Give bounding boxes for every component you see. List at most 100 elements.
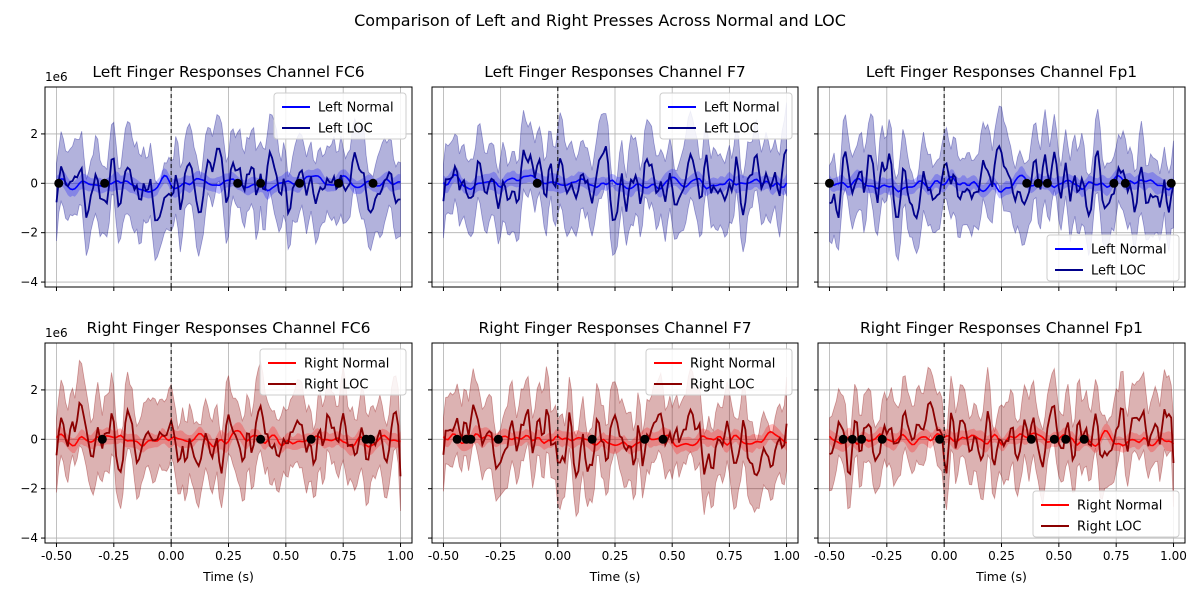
x-tick-label: 0.00 xyxy=(158,549,185,563)
series-line-normal xyxy=(55,174,401,193)
x-tick-label: 0.25 xyxy=(215,549,242,563)
x-tick-label: 0.50 xyxy=(1045,549,1072,563)
series-line-normal xyxy=(828,429,1175,448)
y-offset-label: 1e6 xyxy=(45,326,68,340)
figure-suptitle: Comparison of Left and Right Presses Acr… xyxy=(354,11,846,30)
event-marker xyxy=(587,434,597,444)
event-marker xyxy=(658,434,668,444)
x-tick-label: 1.00 xyxy=(387,549,414,563)
series-line-loc xyxy=(55,147,401,222)
event-marker xyxy=(935,434,945,444)
plot-area xyxy=(54,113,401,262)
subplot-4: -0.50 -0.25 0.00 0.25 0.50 0.75 1.00 −4 −2 0 2 1e6 R… xyxy=(20,319,414,584)
subplot-title: Left Finger Responses Channel F7 xyxy=(484,63,745,81)
grid-lines xyxy=(818,87,1185,287)
legend-label: Right Normal xyxy=(1077,499,1162,514)
subplot-1: −4 −2 0 2 1e6 Left Finger Responses Channel F… xyxy=(20,63,413,291)
event-marker xyxy=(1166,178,1176,188)
normal-confidence-band xyxy=(829,166,1174,199)
event-marker xyxy=(334,178,344,188)
event-marker xyxy=(368,178,378,188)
event-marker xyxy=(366,434,376,444)
loc-confidence-band xyxy=(443,366,787,518)
legend: Left Normal Left LOC xyxy=(1046,234,1180,282)
x-tick-label: 0.75 xyxy=(716,549,743,563)
legend-box xyxy=(259,348,407,396)
subplot-3: Left Finger Responses Channel Fp1 Left No… xyxy=(814,63,1186,291)
legend-label: Left LOC xyxy=(1091,264,1146,279)
legend-label: Left LOC xyxy=(318,122,373,137)
legend-label: Right LOC xyxy=(1077,520,1141,535)
event-marker xyxy=(877,434,887,444)
event-marker xyxy=(1120,178,1130,188)
plot-area xyxy=(828,366,1175,510)
x-axis-label: Time (s) xyxy=(589,569,641,584)
x-axis-label: Time (s) xyxy=(202,569,254,584)
x-tick-label: -0.50 xyxy=(41,549,72,563)
y-tick-label: 0 xyxy=(30,432,38,446)
subplot-title: Right Finger Responses Channel FC6 xyxy=(87,319,371,337)
x-tick-label: -0.50 xyxy=(428,549,459,563)
x-tick-label: -0.25 xyxy=(485,549,516,563)
normal-confidence-band xyxy=(829,423,1174,454)
legend-label: Right Normal xyxy=(304,357,389,372)
event-marker xyxy=(306,434,316,444)
event-marker xyxy=(838,434,848,444)
series-line-loc xyxy=(829,400,1175,476)
subplot-2: Left Finger Responses Channel F7 Left Nor… xyxy=(428,63,799,291)
event-marker xyxy=(1079,434,1089,444)
event-marker xyxy=(847,434,857,444)
event-marker xyxy=(1033,178,1043,188)
legend: Right Normal Right LOC xyxy=(1032,490,1180,538)
subplot-grid: −4 −2 0 2 1e6 Left Finger Responses Channel F… xyxy=(20,63,1187,584)
event-marker xyxy=(256,178,266,188)
plot-area xyxy=(442,366,788,518)
x-tick-label: 0.25 xyxy=(602,549,629,563)
x-tick-label: -0.50 xyxy=(814,549,845,563)
event-marker xyxy=(640,434,650,444)
x-tick-label: 0.50 xyxy=(659,549,686,563)
event-marker xyxy=(1049,434,1059,444)
legend-box xyxy=(1032,490,1180,538)
event-marker xyxy=(233,178,243,188)
x-tick-label: 0.50 xyxy=(272,549,299,563)
legend-label: Left Normal xyxy=(704,101,780,116)
series-line-loc xyxy=(55,400,402,477)
y-tick-label: −2 xyxy=(20,226,38,240)
plot-area xyxy=(442,102,788,257)
legend-label: Left Normal xyxy=(318,101,394,116)
legend: Left Normal Left LOC xyxy=(273,92,407,140)
event-marker xyxy=(256,434,266,444)
event-marker xyxy=(100,178,110,188)
x-axis-label: Time (s) xyxy=(975,569,1027,584)
loc-confidence-band xyxy=(829,105,1174,262)
loc-confidence-band xyxy=(56,359,401,512)
series-line-loc xyxy=(442,145,788,222)
legend-label: Left LOC xyxy=(704,122,759,137)
y-offset-label: 1e6 xyxy=(45,70,68,84)
legend-box xyxy=(645,348,793,396)
x-tick-label: -0.25 xyxy=(98,549,129,563)
legend: Right Normal Right LOC xyxy=(645,348,793,396)
legend-label: Left Normal xyxy=(1091,243,1167,258)
event-marker xyxy=(54,178,64,188)
legend: Left Normal Left LOC xyxy=(659,92,793,140)
event-marker xyxy=(532,178,542,188)
y-tick-label: 2 xyxy=(30,383,38,397)
x-tick-label: -0.25 xyxy=(871,549,902,563)
plot-area xyxy=(55,359,402,512)
x-tick-label: 0.25 xyxy=(988,549,1015,563)
event-marker xyxy=(857,434,867,444)
subplot-title: Left Finger Responses Channel Fp1 xyxy=(866,63,1137,81)
subplot-title: Right Finger Responses Channel Fp1 xyxy=(860,319,1143,337)
x-tick-label: 0.00 xyxy=(931,549,958,563)
subplot-6: -0.50 -0.25 0.00 0.25 0.50 0.75 1.00 Right Fing… xyxy=(814,319,1187,584)
y-tick-label: −2 xyxy=(20,482,38,496)
event-marker xyxy=(452,434,462,444)
y-tick-label: −4 xyxy=(20,531,38,545)
event-marker xyxy=(97,434,107,444)
plot-area xyxy=(824,105,1176,262)
event-marker xyxy=(1061,434,1071,444)
